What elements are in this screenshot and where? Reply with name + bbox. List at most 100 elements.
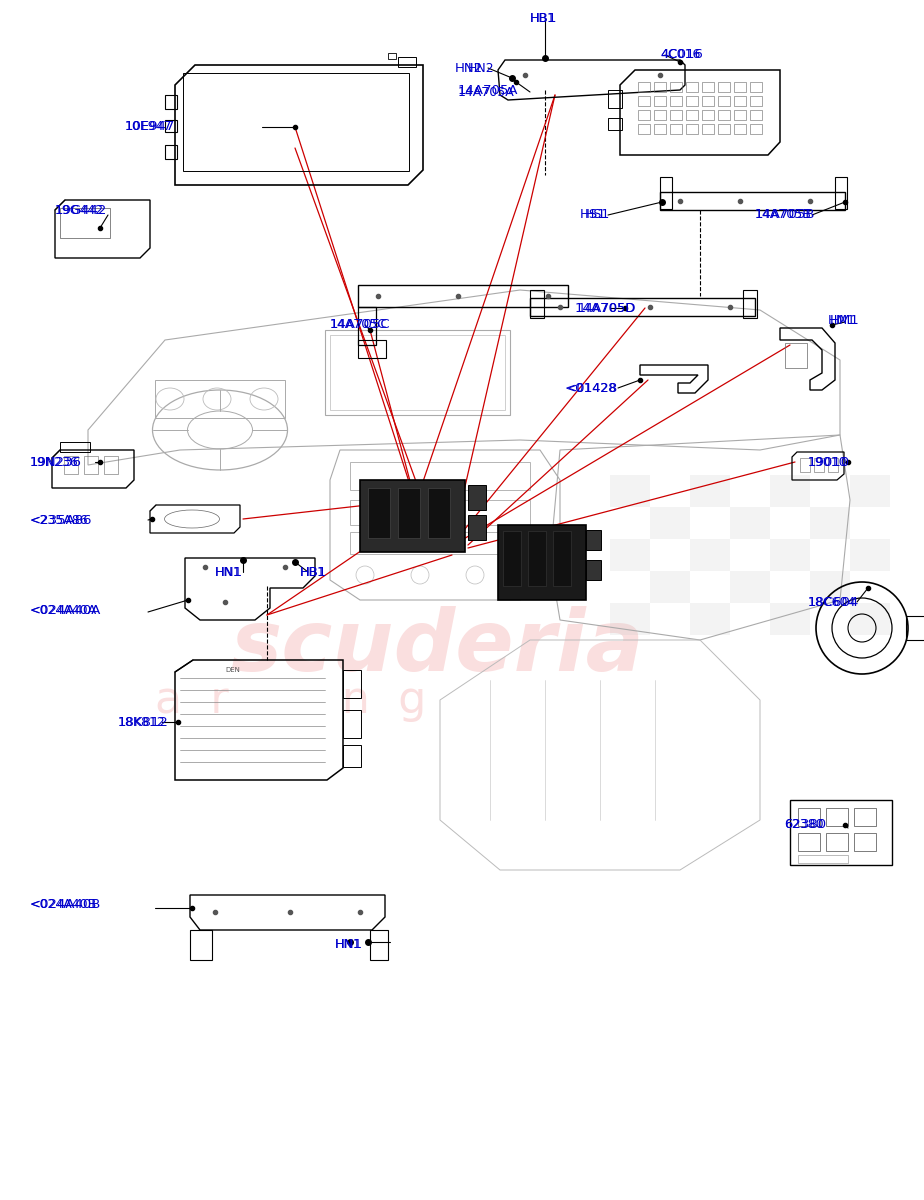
Text: 10E947: 10E947 <box>125 120 176 133</box>
Text: HN1: HN1 <box>215 565 241 578</box>
Bar <box>358 307 376 346</box>
Text: <235A86: <235A86 <box>30 514 89 527</box>
Bar <box>638 82 650 92</box>
Bar <box>718 96 730 106</box>
Text: 18C604: 18C604 <box>808 595 857 608</box>
Bar <box>343 710 361 738</box>
Bar <box>654 110 666 120</box>
Text: a  r        n  g: a r n g <box>155 678 426 721</box>
Bar <box>638 124 650 134</box>
Bar <box>528 530 546 586</box>
Bar <box>503 530 521 586</box>
Text: 14A705D: 14A705D <box>575 301 637 314</box>
Bar <box>610 602 650 635</box>
Text: 19G442: 19G442 <box>55 204 104 216</box>
Text: DEN: DEN <box>225 667 240 673</box>
Bar <box>850 475 890 506</box>
Text: <024A40A: <024A40A <box>30 604 97 617</box>
Bar <box>165 95 177 109</box>
Text: HS1: HS1 <box>580 209 607 222</box>
Bar <box>670 124 682 134</box>
Bar <box>368 488 390 538</box>
Bar <box>398 56 416 67</box>
Text: 14A705B: 14A705B <box>755 209 816 222</box>
Bar <box>828 458 838 472</box>
Bar <box>686 82 698 92</box>
Bar <box>343 745 361 767</box>
Bar <box>325 330 510 415</box>
Bar <box>350 500 530 526</box>
Bar <box>810 506 850 539</box>
Bar <box>702 96 714 106</box>
Text: 62380: 62380 <box>784 818 823 832</box>
Bar <box>734 124 746 134</box>
Bar <box>660 176 672 209</box>
Bar <box>730 506 770 539</box>
Bar <box>398 488 420 538</box>
Bar <box>718 82 730 92</box>
Text: 14A705B: 14A705B <box>755 209 812 222</box>
Bar <box>850 602 890 635</box>
Text: <01428: <01428 <box>567 382 617 395</box>
Bar <box>608 118 622 130</box>
Text: 62380: 62380 <box>784 818 826 832</box>
Bar <box>498 526 586 600</box>
Bar <box>670 96 682 106</box>
Bar <box>734 96 746 106</box>
Text: <024A40B: <024A40B <box>30 899 97 912</box>
Bar <box>104 456 118 474</box>
Text: HB1: HB1 <box>530 12 557 24</box>
Bar <box>854 808 876 826</box>
Bar <box>350 462 530 490</box>
Bar <box>785 343 807 368</box>
Text: <01428: <01428 <box>565 382 618 395</box>
Bar <box>750 82 762 92</box>
Bar <box>330 335 505 410</box>
Bar <box>670 110 682 120</box>
Bar <box>610 475 650 506</box>
Bar <box>388 53 396 59</box>
Text: HB1: HB1 <box>300 565 327 578</box>
Text: 4C016: 4C016 <box>660 48 703 61</box>
Bar <box>64 456 78 474</box>
Bar <box>730 571 770 602</box>
Text: 19010: 19010 <box>808 456 850 468</box>
Bar <box>638 110 650 120</box>
Text: 19G442: 19G442 <box>55 204 107 216</box>
Text: 14A705D: 14A705D <box>578 301 636 314</box>
Text: HN2: HN2 <box>455 61 483 74</box>
Text: 18K812: 18K812 <box>118 715 165 728</box>
Bar <box>155 380 285 418</box>
Bar <box>814 458 824 472</box>
Bar <box>690 539 730 571</box>
Bar <box>826 808 848 826</box>
Bar <box>650 571 690 602</box>
Bar <box>770 602 810 635</box>
Text: scuderia: scuderia <box>230 606 644 690</box>
Bar <box>358 284 568 307</box>
Bar <box>638 96 650 106</box>
Bar <box>734 110 746 120</box>
Bar <box>468 515 486 540</box>
Bar <box>798 854 848 863</box>
Bar <box>770 539 810 571</box>
Bar <box>165 120 177 132</box>
Bar <box>530 298 755 316</box>
Bar <box>750 124 762 134</box>
Bar <box>370 930 388 960</box>
Bar <box>906 616 924 640</box>
Bar <box>654 124 666 134</box>
Text: HB1: HB1 <box>300 565 326 578</box>
Bar <box>718 110 730 120</box>
Bar <box>835 176 847 209</box>
Text: 18K812: 18K812 <box>118 715 169 728</box>
Bar <box>750 110 762 120</box>
Bar <box>610 539 650 571</box>
Bar <box>360 480 465 552</box>
Bar <box>810 571 850 602</box>
Bar <box>770 475 810 506</box>
Bar <box>84 456 98 474</box>
Text: 14A705A: 14A705A <box>458 84 518 96</box>
Bar <box>654 96 666 106</box>
Text: HN1: HN1 <box>335 938 363 952</box>
